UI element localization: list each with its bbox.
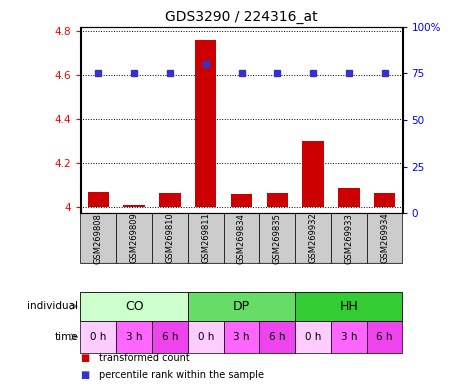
Bar bbox=[373, 194, 394, 207]
Bar bbox=[80, 213, 116, 263]
Bar bbox=[302, 141, 323, 207]
Text: DP: DP bbox=[232, 300, 250, 313]
Text: GSM269933: GSM269933 bbox=[344, 213, 353, 263]
Bar bbox=[152, 213, 187, 263]
Text: percentile rank within the sample: percentile rank within the sample bbox=[99, 370, 263, 380]
Title: GDS3290 / 224316_at: GDS3290 / 224316_at bbox=[165, 10, 317, 25]
Text: 0 h: 0 h bbox=[197, 332, 213, 342]
Bar bbox=[259, 213, 295, 263]
Bar bbox=[330, 213, 366, 263]
Bar bbox=[187, 213, 223, 263]
Text: GSM269932: GSM269932 bbox=[308, 213, 317, 263]
Bar bbox=[88, 192, 109, 207]
Text: GSM269835: GSM269835 bbox=[272, 213, 281, 263]
Bar bbox=[337, 188, 359, 207]
Text: 3 h: 3 h bbox=[233, 332, 249, 342]
Text: GSM269809: GSM269809 bbox=[129, 213, 138, 263]
Text: 6 h: 6 h bbox=[375, 332, 392, 342]
Text: GSM269808: GSM269808 bbox=[94, 213, 103, 263]
Bar bbox=[295, 213, 330, 263]
Bar bbox=[80, 292, 187, 321]
Bar bbox=[330, 321, 366, 353]
Bar bbox=[187, 292, 295, 321]
Text: ■: ■ bbox=[80, 353, 90, 363]
Bar bbox=[159, 194, 180, 207]
Text: HH: HH bbox=[339, 300, 358, 313]
Bar bbox=[116, 321, 152, 353]
Text: 3 h: 3 h bbox=[340, 332, 356, 342]
Bar bbox=[223, 321, 259, 353]
Bar bbox=[80, 321, 116, 353]
Bar bbox=[187, 321, 223, 353]
Bar bbox=[116, 213, 152, 263]
Text: time: time bbox=[55, 332, 78, 342]
Text: 0 h: 0 h bbox=[304, 332, 320, 342]
Bar bbox=[266, 194, 287, 207]
Bar bbox=[152, 321, 187, 353]
Text: GSM269934: GSM269934 bbox=[379, 213, 388, 263]
Text: GSM269811: GSM269811 bbox=[201, 213, 210, 263]
Text: ■: ■ bbox=[80, 370, 90, 380]
Text: GSM269834: GSM269834 bbox=[236, 213, 246, 263]
Bar bbox=[366, 321, 402, 353]
Text: 6 h: 6 h bbox=[269, 332, 285, 342]
Bar bbox=[230, 195, 252, 207]
Text: 0 h: 0 h bbox=[90, 332, 106, 342]
Text: CO: CO bbox=[124, 300, 143, 313]
Text: 6 h: 6 h bbox=[162, 332, 178, 342]
Text: transformed count: transformed count bbox=[99, 353, 189, 363]
Bar bbox=[295, 292, 402, 321]
Bar bbox=[195, 40, 216, 207]
Text: GSM269810: GSM269810 bbox=[165, 213, 174, 263]
Bar bbox=[295, 321, 330, 353]
Text: 3 h: 3 h bbox=[126, 332, 142, 342]
Bar bbox=[366, 213, 402, 263]
Text: individual: individual bbox=[27, 301, 78, 311]
Bar bbox=[123, 205, 145, 207]
Bar bbox=[259, 321, 295, 353]
Bar bbox=[223, 213, 259, 263]
